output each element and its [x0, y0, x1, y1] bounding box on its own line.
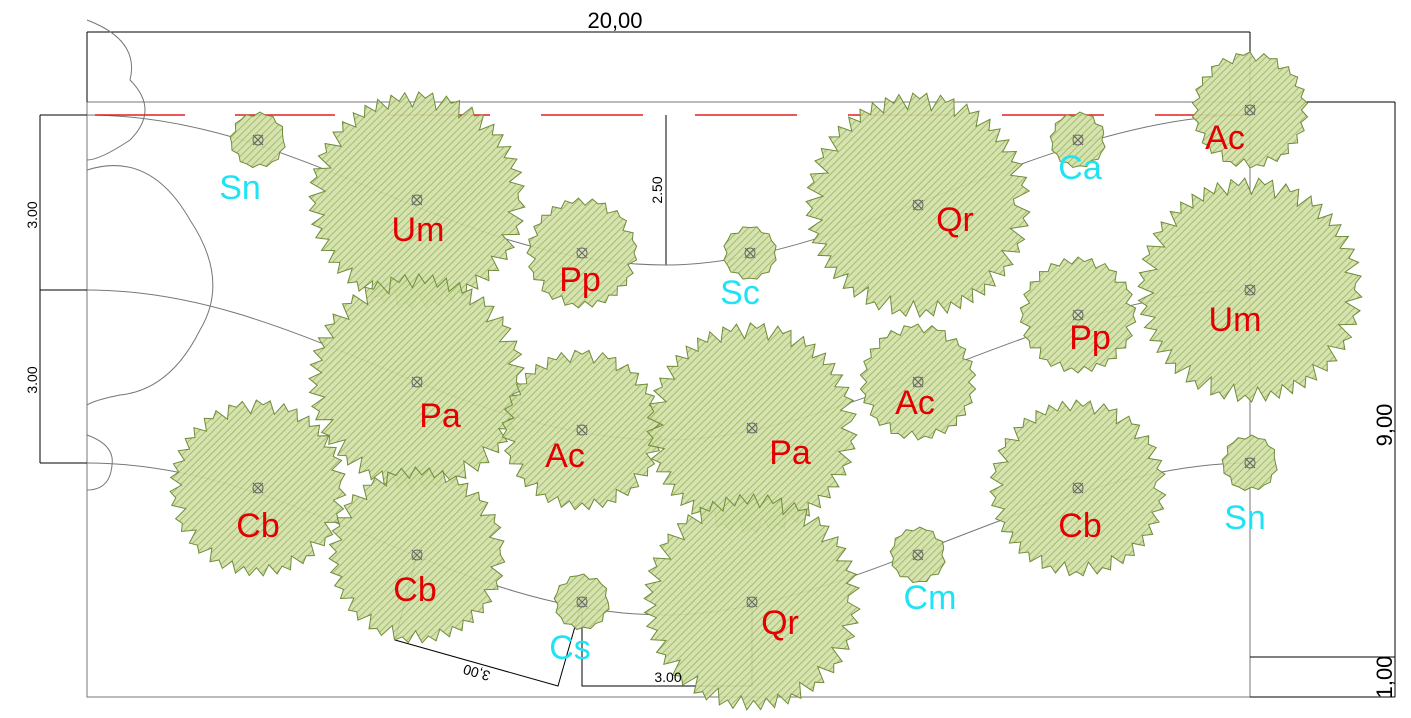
- tree-centre: [411, 549, 423, 561]
- tree-centre: [912, 199, 924, 211]
- plant-label: Um: [392, 211, 445, 249]
- tree-centre: [252, 134, 264, 146]
- diagonal-dimension-line: [394, 601, 583, 687]
- tree-centre-cross: [912, 376, 924, 388]
- tree-centre-cross: [411, 549, 423, 561]
- width-dimension: 20,00: [587, 8, 642, 33]
- plant-label: Pp: [559, 261, 601, 299]
- tree-centre: [1072, 309, 1084, 321]
- plant-label: Cs: [549, 629, 591, 667]
- existing-tree-outline: [86, 434, 113, 491]
- tree-centre: [576, 424, 588, 436]
- plant-label: Cb: [236, 507, 279, 545]
- plant-label: Pa: [769, 434, 811, 472]
- tree-centre-cross: [411, 194, 423, 206]
- trees: [169, 51, 1363, 711]
- plant-label: Cb: [393, 571, 436, 609]
- tree-centre: [912, 549, 924, 561]
- existing-tree-outline: [86, 19, 146, 161]
- tree-centre: [1072, 134, 1084, 146]
- tree-centre-cross: [252, 482, 264, 494]
- tree-centre-cross: [1244, 457, 1256, 469]
- existing-tree-outline: [86, 165, 214, 406]
- tree-centre-cross: [744, 247, 756, 259]
- tree-centre: [1244, 104, 1256, 116]
- tree-centre: [411, 376, 423, 388]
- tree-centre-cross: [576, 424, 588, 436]
- plant-label: Cb: [1058, 507, 1101, 545]
- tree-centre-cross: [912, 549, 924, 561]
- tree-centre-cross: [1072, 309, 1084, 321]
- labels: Sn Um Pp Sc Qr Ca Ac Um Pp Pa Ac Pa Ac Cb Cb Cs Qr Cm Cb Sn: [219, 119, 1266, 667]
- plant-label: Qr: [761, 604, 799, 642]
- tree-centre-cross: [912, 199, 924, 211]
- tree-centre-cross: [1244, 284, 1256, 296]
- tree-centre: [744, 247, 756, 259]
- tree-centre-cross: [746, 596, 758, 608]
- tree-centre: [252, 482, 264, 494]
- plant-label: Pa: [419, 397, 461, 435]
- plant-label: Um: [1209, 301, 1262, 339]
- curve-depth-dimension: 2.50: [649, 176, 665, 203]
- plant-label: Qr: [936, 201, 974, 239]
- tree-centre: [912, 376, 924, 388]
- row-spacing-dimension: 3.00: [24, 366, 40, 393]
- tree-centre-cross: [1244, 104, 1256, 116]
- bottom-dimension: 3.00: [654, 669, 681, 685]
- tree-centre: [576, 596, 588, 608]
- plant-label: Pp: [1069, 319, 1111, 357]
- plant-label: Ca: [1058, 149, 1102, 187]
- tree-centre-cross: [746, 422, 758, 434]
- plant-label: Sn: [219, 169, 261, 207]
- row-spacing-dimension: 3.00: [24, 201, 40, 228]
- tree-centre: [1244, 457, 1256, 469]
- tree-centre-cross: [576, 596, 588, 608]
- depth-dimension: 9,00: [1372, 404, 1397, 447]
- tree-centre-cross: [1072, 482, 1084, 494]
- tree-centre: [746, 596, 758, 608]
- margin-dimension: 1,00: [1372, 656, 1397, 699]
- plant-label: Ac: [1205, 119, 1245, 157]
- plant-label: Sc: [720, 274, 760, 312]
- plant-label: Ac: [545, 437, 585, 475]
- tree-centre: [1072, 482, 1084, 494]
- plant-label: Sn: [1224, 499, 1266, 537]
- tree-centre: [576, 247, 588, 259]
- tree-centre-cross: [411, 376, 423, 388]
- tree-centre-cross: [252, 134, 264, 146]
- tree-centre: [746, 422, 758, 434]
- tree-centre-cross: [576, 247, 588, 259]
- plant-label: Cm: [904, 579, 957, 617]
- tree-centre: [1244, 284, 1256, 296]
- diagonal-dimension: 3,00: [461, 661, 492, 684]
- tree-centre: [411, 194, 423, 206]
- plant-label: Ac: [895, 384, 935, 422]
- tree-centre-cross: [1072, 134, 1084, 146]
